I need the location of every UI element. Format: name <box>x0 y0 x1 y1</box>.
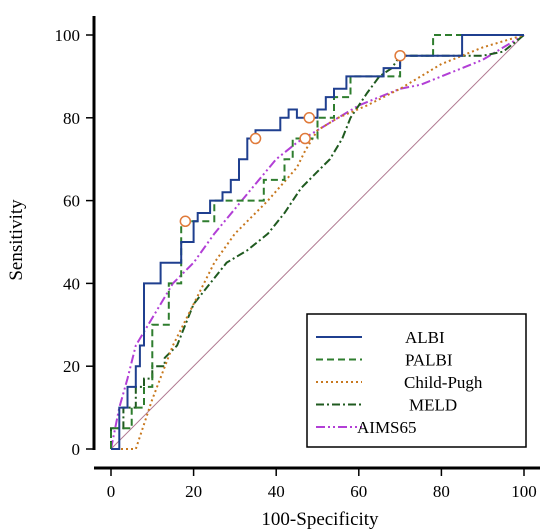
y-tick-label: 20 <box>63 357 80 376</box>
y-axis-title: Sensitivity <box>6 199 27 281</box>
cutoff-marker <box>303 112 315 124</box>
x-tick-label: 0 <box>107 482 116 501</box>
legend-label: MELD <box>409 396 457 415</box>
series-line-aims65 <box>110 34 525 450</box>
axes-layer <box>92 16 540 470</box>
legend-label: ALBI <box>405 328 445 347</box>
cutoff-marker <box>249 132 262 145</box>
legend-label: Child-Pugh <box>404 373 483 392</box>
y-tick-label: 40 <box>63 274 80 293</box>
x-tick-label: 100 <box>511 482 537 501</box>
legend-label: PALBI <box>405 351 453 370</box>
cutoff-marker <box>394 49 406 62</box>
reference-diagonal-line <box>110 34 525 450</box>
series-line-child-pugh <box>111 34 525 450</box>
legend-label: AIMS65 <box>357 418 417 437</box>
series-layer <box>110 34 525 450</box>
series-line-palbi <box>110 34 524 449</box>
marker-layer <box>179 49 406 228</box>
legend: ALBI PALBI Child-Pugh MELD AIMS65 <box>306 313 527 448</box>
tick-layer: 0 20 40 60 80 100 0 20 40 60 80 100 <box>55 26 537 501</box>
x-tick-label: 80 <box>433 482 450 501</box>
x-tick-label: 60 <box>350 482 367 501</box>
x-axis-title: 100-Specificity <box>261 509 379 530</box>
x-tick-label: 40 <box>268 482 285 501</box>
y-tick-label: 100 <box>55 26 81 45</box>
y-tick-label: 60 <box>63 192 80 211</box>
reference-line-layer <box>110 34 525 450</box>
series-line-albi <box>111 34 524 450</box>
x-tick-label: 20 <box>185 482 202 501</box>
cutoff-marker <box>299 132 311 145</box>
y-tick-label: 0 <box>72 440 81 459</box>
series-line-meld <box>110 34 525 449</box>
legend-items: ALBI PALBI Child-Pugh MELD AIMS65 <box>316 328 483 437</box>
y-tick-label: 80 <box>63 109 80 128</box>
cutoff-marker <box>179 215 192 228</box>
